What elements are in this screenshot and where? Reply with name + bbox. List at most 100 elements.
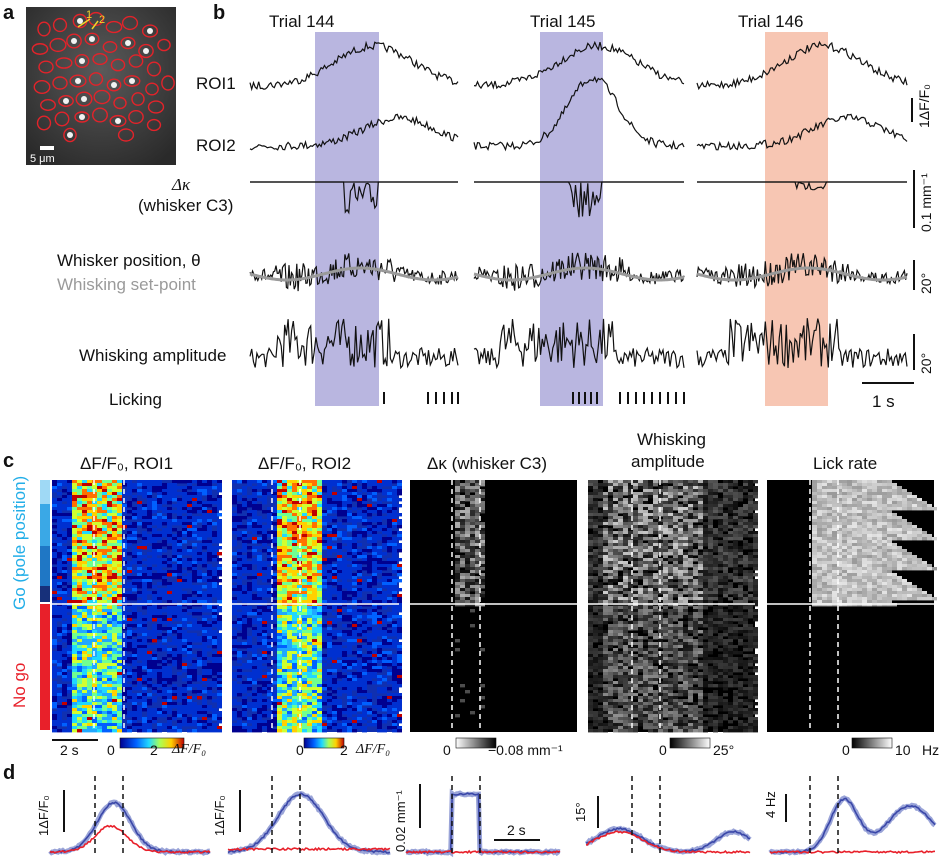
heatmap-cell: [212, 594, 217, 598]
heatmap-cell: [277, 642, 282, 646]
heatmap-cell: [332, 660, 337, 664]
heatmap-cell: [152, 552, 157, 556]
heatmap-cell: [152, 537, 157, 541]
heatmap-cell: [112, 519, 117, 523]
heatmap-cell: [177, 705, 182, 709]
heatmap-cell: [337, 651, 342, 655]
heatmap-cell: [387, 534, 392, 538]
heatmap-cell: [207, 555, 212, 559]
heatmap-cell: [112, 678, 117, 682]
heatmap-cell: [217, 717, 222, 721]
heatmap-cell: [77, 480, 82, 484]
heatmap-cell: [287, 492, 292, 496]
heatmap-cell: [282, 534, 287, 538]
heatmap-cell: [137, 651, 142, 655]
heatmap-cell: [312, 579, 317, 583]
heatmap-cell: [252, 657, 257, 661]
heatmap-cell: [87, 537, 92, 541]
heatmap-cell: [392, 513, 397, 517]
heatmap-cell: [282, 699, 287, 703]
heatmap-cell: [197, 636, 202, 640]
heatmap-cell: [102, 540, 107, 544]
heatmap-cell: [392, 594, 397, 598]
heatmap-cell: [317, 555, 322, 559]
heatmap-cell: [342, 666, 347, 670]
roi-outline: [102, 40, 118, 54]
heatmap-cell: [332, 621, 337, 625]
heatmap-cell: [362, 681, 367, 685]
heatmap-cell: [187, 516, 192, 520]
heatmap-cell: [332, 510, 337, 514]
heatmap-cell: [312, 642, 317, 646]
heatmap-cell: [82, 672, 87, 676]
heatmap-cell: [142, 537, 147, 541]
heatmap-cell: [367, 696, 372, 700]
heatmap-cell: [52, 567, 57, 571]
heatmap-cell: [327, 654, 332, 658]
heatmap-cell: [147, 546, 152, 550]
heatmap-cell: [132, 642, 137, 646]
heatmap-cell: [272, 672, 277, 676]
heatmap-cell: [247, 597, 252, 601]
heatmap-cell: [332, 633, 337, 637]
heatmap-cell: [87, 615, 92, 619]
heatmap-cell: [277, 486, 282, 490]
heatmap-cell: [362, 672, 367, 676]
heatmap-cell: [292, 687, 297, 691]
heatmap-cell: [262, 678, 267, 682]
heatmap-cell: [267, 576, 272, 580]
heatmap-cell: [127, 570, 132, 574]
heatmap-cell: [67, 504, 72, 508]
heatmap-cell: [357, 480, 362, 484]
heatmap-cell: [97, 504, 102, 508]
heatmap-cell: [147, 489, 152, 493]
heatmap-cell: [347, 504, 352, 508]
heatmap-cell: [77, 693, 82, 697]
heatmap-cell: [172, 510, 177, 514]
heatmap-cell: [392, 606, 397, 610]
heatmap-cell: [237, 684, 242, 688]
heatmap-cell: [382, 699, 387, 703]
heatmap-cell: [332, 723, 337, 727]
heatmap-cell: [167, 537, 172, 541]
heatmap-cell: [312, 498, 317, 502]
heatmap-cell: [377, 606, 382, 610]
heatmap-cell: [307, 531, 312, 535]
heatmap-cell: [162, 639, 167, 643]
heatmap-cell: [372, 504, 377, 508]
heatmap-cell: [217, 666, 222, 670]
heatmap-cell: [52, 675, 57, 679]
roi-outline: [106, 78, 122, 92]
heatmap-cell: [97, 507, 102, 511]
heatmap-cell: [167, 498, 172, 502]
heatmap-cell: [72, 495, 77, 499]
heatmap-cell: [347, 684, 352, 688]
heatmap-cell: [157, 726, 162, 730]
heatmap-cell: [327, 660, 332, 664]
heatmap-cell: [132, 615, 137, 619]
heatmap-cell: [277, 687, 282, 691]
heatmap-cell: [257, 537, 262, 541]
heatmap-cell: [67, 621, 72, 625]
heatmap-cell: [67, 549, 72, 553]
heatmap-cell: [57, 510, 62, 514]
heatmap-cell: [392, 549, 397, 553]
heatmap-cell: [292, 573, 297, 577]
heatmap-cell: [87, 570, 92, 574]
heatmap-cell: [202, 555, 207, 559]
heatmap-cell: [362, 531, 367, 535]
roi-outline: [38, 60, 54, 74]
heatmap-cell: [87, 687, 92, 691]
heatmap-cell: [387, 564, 392, 568]
heatmap-cell: [262, 495, 267, 499]
heatmap-cell: [182, 630, 187, 634]
curvature-scale-label: 0.1 mm⁻¹: [918, 173, 934, 232]
heatmap-cell: [152, 546, 157, 550]
heatmap-cell: [147, 711, 152, 715]
heatmap-cell: [282, 570, 287, 574]
heatmap-cell: [112, 495, 117, 499]
heatmap-cell: [202, 510, 207, 514]
heatmap-cell: [387, 699, 392, 703]
heatmap-cell: [357, 504, 362, 508]
heatmap-cell: [282, 600, 287, 604]
